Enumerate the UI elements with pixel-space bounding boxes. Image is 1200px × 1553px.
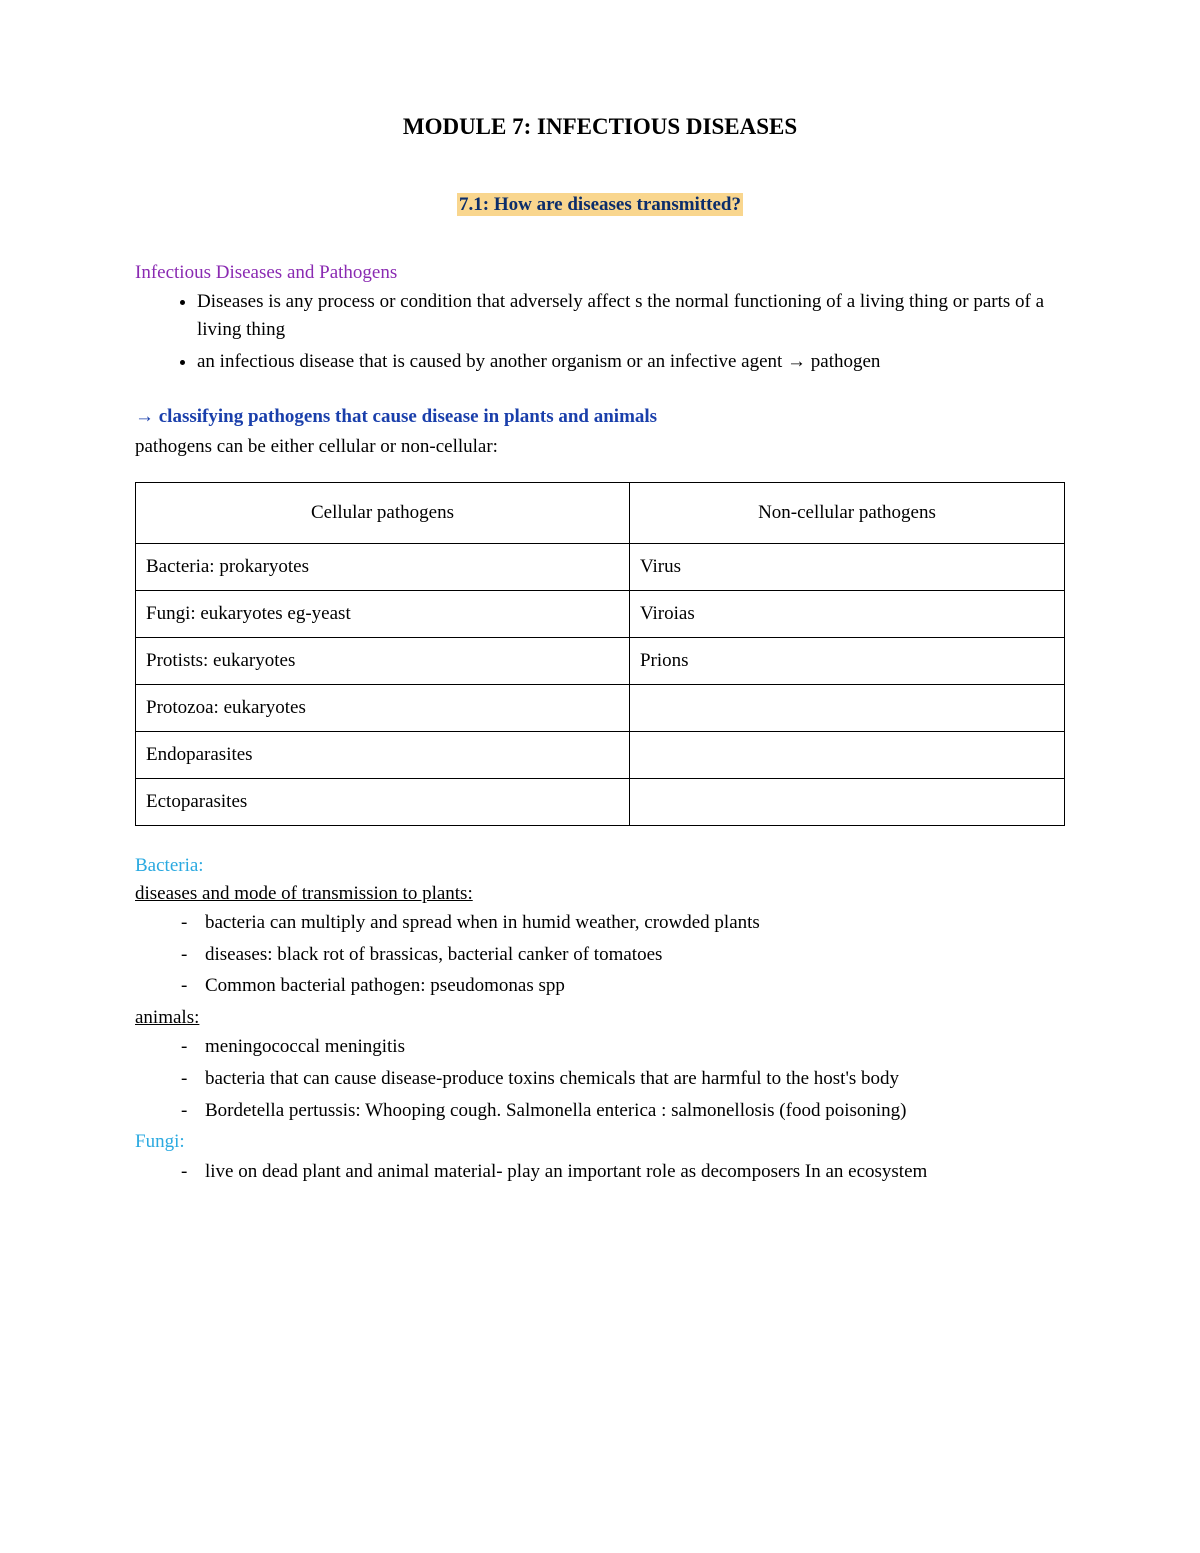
bacteria-plants-list: bacteria can multiply and spread when in… bbox=[135, 909, 1065, 1000]
classifying-heading: → classifying pathogens that cause disea… bbox=[135, 403, 1065, 431]
section-title: 7.1: How are diseases transmitted? bbox=[457, 193, 743, 216]
list-item: an infectious disease that is caused by … bbox=[197, 348, 1065, 376]
fungi-heading: Fungi: bbox=[135, 1128, 1065, 1156]
fungi-list: live on dead plant and animal material- … bbox=[135, 1158, 1065, 1186]
document-page: MODULE 7: INFECTIOUS DISEASES 7.1: How a… bbox=[0, 0, 1200, 1553]
section-title-container: 7.1: How are diseases transmitted? bbox=[135, 191, 1065, 219]
list-item: Common bacterial pathogen: pseudomonas s… bbox=[175, 972, 1065, 1000]
list-item: diseases: black rot of brassicas, bacter… bbox=[175, 941, 1065, 969]
table-cell: Ectoparasites bbox=[136, 779, 630, 826]
list-item: bacteria can multiply and spread when in… bbox=[175, 909, 1065, 937]
table-cell: Prions bbox=[629, 638, 1064, 685]
list-item: live on dead plant and animal material- … bbox=[175, 1158, 1065, 1186]
intro-bullet-list: Diseases is any process or condition tha… bbox=[135, 288, 1065, 375]
table-header-row: Cellular pathogens Non-cellular pathogen… bbox=[136, 483, 1065, 544]
table-cell: Fungi: eukaryotes eg-yeast bbox=[136, 591, 630, 638]
table-row: Bacteria: prokaryotes Virus bbox=[136, 544, 1065, 591]
table-header-cell: Cellular pathogens bbox=[136, 483, 630, 544]
table-cell bbox=[629, 685, 1064, 732]
table-cell: Protists: eukaryotes bbox=[136, 638, 630, 685]
table-row: Ectoparasites bbox=[136, 779, 1065, 826]
table-row: Endoparasites bbox=[136, 732, 1065, 779]
bacteria-animals-list: meningococcal meningitis bacteria that c… bbox=[135, 1033, 1065, 1124]
list-item: Bordetella pertussis: Whooping cough. Sa… bbox=[175, 1097, 1065, 1125]
module-title: MODULE 7: INFECTIOUS DISEASES bbox=[135, 110, 1065, 143]
list-item: Diseases is any process or condition tha… bbox=[197, 288, 1065, 343]
pathogen-table: Cellular pathogens Non-cellular pathogen… bbox=[135, 482, 1065, 826]
table-cell: Protozoa: eukaryotes bbox=[136, 685, 630, 732]
table-row: Protists: eukaryotes Prions bbox=[136, 638, 1065, 685]
table-cell: Viroias bbox=[629, 591, 1064, 638]
table-cell: Endoparasites bbox=[136, 732, 630, 779]
bacteria-plants-label: diseases and mode of transmission to pla… bbox=[135, 880, 1065, 908]
pathogen-intro-text: pathogens can be either cellular or non-… bbox=[135, 433, 1065, 461]
bacteria-heading: Bacteria: bbox=[135, 852, 1065, 880]
list-item: bacteria that can cause disease-produce … bbox=[175, 1065, 1065, 1093]
table-cell: Virus bbox=[629, 544, 1064, 591]
table-cell bbox=[629, 732, 1064, 779]
table-cell: Bacteria: prokaryotes bbox=[136, 544, 630, 591]
table-cell bbox=[629, 779, 1064, 826]
table-header-cell: Non-cellular pathogens bbox=[629, 483, 1064, 544]
table-row: Fungi: eukaryotes eg-yeast Viroias bbox=[136, 591, 1065, 638]
list-item: meningococcal meningitis bbox=[175, 1033, 1065, 1061]
animals-label: animals: bbox=[135, 1004, 1065, 1032]
subheading-infectious: Infectious Diseases and Pathogens bbox=[135, 259, 1065, 287]
table-row: Protozoa: eukaryotes bbox=[136, 685, 1065, 732]
